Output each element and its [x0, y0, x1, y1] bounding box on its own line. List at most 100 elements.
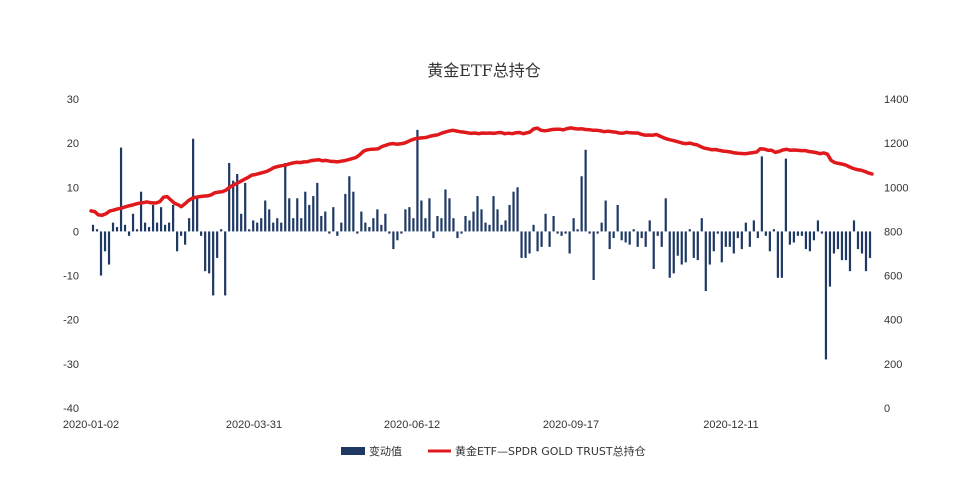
bar [344, 193, 347, 232]
bar [840, 231, 844, 261]
bar [163, 224, 167, 232]
bar [784, 158, 787, 232]
bar [600, 222, 603, 232]
bar [384, 213, 387, 232]
bar [272, 222, 275, 232]
bar [612, 231, 615, 239]
bar [700, 218, 703, 232]
bar [224, 231, 227, 296]
bar [728, 231, 731, 247]
bar [564, 231, 567, 234]
right-tick-label: 1200 [884, 138, 908, 150]
bar [336, 231, 339, 236]
bar [312, 196, 315, 232]
bar [748, 231, 751, 247]
bar [844, 231, 848, 261]
bar [380, 224, 383, 232]
x-tick-label: 2020-03-31 [226, 419, 282, 431]
bar [752, 220, 755, 232]
bar [588, 231, 591, 234]
bar [744, 222, 747, 232]
bar [432, 231, 435, 239]
bar [424, 218, 427, 232]
right-tick-label: 800 [884, 226, 902, 238]
bar [91, 224, 95, 232]
bar [236, 174, 239, 232]
bar [560, 231, 563, 236]
bar [636, 231, 639, 247]
bar [572, 218, 575, 232]
bar [720, 231, 723, 263]
left-tick-label: 10 [67, 182, 79, 194]
bar [448, 198, 451, 232]
bar [644, 231, 647, 247]
bar [556, 231, 559, 234]
bar [792, 231, 795, 243]
bar [340, 222, 343, 232]
bar [420, 200, 423, 232]
bar [716, 231, 719, 234]
bar [188, 218, 191, 232]
bar [764, 231, 767, 236]
bar [704, 231, 707, 292]
chart-title: 黄金ETF总持仓 [427, 61, 540, 80]
bar [316, 182, 319, 232]
bar [676, 231, 679, 256]
bar [107, 231, 111, 265]
bar [464, 215, 467, 232]
bar [712, 231, 715, 252]
x-tick-label: 2020-01-02 [63, 419, 119, 431]
bar [856, 231, 860, 250]
bar [820, 231, 824, 234]
bar [868, 231, 872, 258]
bar [240, 213, 243, 232]
right-tick-label: 600 [884, 271, 902, 283]
bar [576, 229, 579, 232]
bar [648, 220, 651, 232]
bar [208, 231, 211, 274]
bar [864, 231, 868, 272]
bar [528, 231, 531, 254]
bar [544, 213, 547, 232]
left-tick-label: -30 [63, 359, 79, 371]
left-tick-label: -10 [63, 271, 79, 283]
bar [248, 229, 251, 232]
bar [280, 222, 283, 232]
bar [520, 231, 523, 258]
bar [772, 229, 775, 232]
bar [103, 231, 107, 252]
left-tick-label: 0 [73, 226, 79, 238]
bar [672, 231, 675, 274]
bar [408, 207, 411, 232]
bar [524, 231, 527, 258]
bar [292, 218, 295, 232]
bar [848, 231, 852, 272]
bar [135, 229, 139, 232]
bar-series [91, 129, 872, 360]
bar [356, 231, 359, 234]
bar [476, 196, 479, 232]
bar [652, 231, 655, 269]
bar [276, 218, 279, 232]
left-tick-label: 20 [67, 138, 79, 150]
bar [760, 156, 763, 232]
bar [364, 222, 367, 232]
bar [368, 227, 371, 232]
bar [147, 227, 151, 232]
bar [360, 211, 363, 232]
bar [300, 218, 303, 232]
bar [412, 218, 415, 232]
bar [540, 231, 543, 247]
bar [99, 231, 103, 276]
bar [428, 198, 431, 232]
bar [620, 231, 623, 241]
bar [324, 211, 327, 232]
bar [172, 204, 175, 232]
bar [512, 191, 515, 232]
bar [468, 220, 471, 232]
bar [404, 209, 407, 232]
bar [696, 231, 699, 261]
bar [616, 204, 619, 232]
bar [176, 231, 179, 252]
